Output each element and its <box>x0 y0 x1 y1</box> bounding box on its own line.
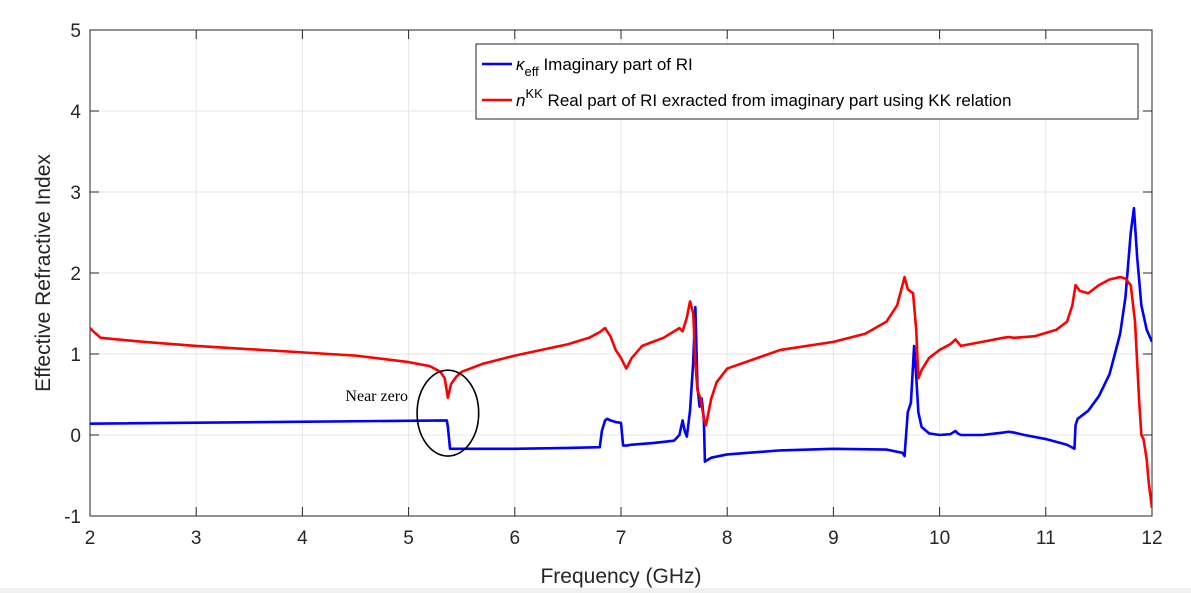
x-tick-label: 5 <box>403 528 414 549</box>
annotation-label: Near zero <box>345 388 408 405</box>
near-zero-ellipse <box>416 369 480 457</box>
x-tick-label: 11 <box>1036 528 1056 549</box>
x-tick-label: 10 <box>929 528 950 549</box>
x-tick-label: 7 <box>616 528 627 549</box>
x-tick-label: 2 <box>85 528 96 549</box>
legend-box <box>475 43 1139 120</box>
x-tick-label: 12 <box>1141 528 1162 549</box>
x-tick-label: 6 <box>510 528 521 549</box>
series-group <box>90 206 1152 509</box>
series-line-kappa <box>90 206 1152 464</box>
x-axis-label: Frequency (GHz) <box>540 565 701 588</box>
y-tick-label: 0 <box>70 426 81 447</box>
x-tick-label: 8 <box>722 528 733 549</box>
legend-label-nkk: nKK Real part of RI exracted from imagin… <box>516 86 1011 110</box>
y-tick-label: 2 <box>70 264 81 285</box>
x-tick-label: 4 <box>297 528 308 549</box>
y-tick-label: 1 <box>70 345 81 366</box>
y-tick-label: -1 <box>64 507 81 528</box>
y-tick-label: 5 <box>70 21 81 42</box>
bottom-strip <box>0 588 1191 593</box>
y-axis-label: Effective Refractive Index <box>32 154 55 392</box>
y-tick-label: 4 <box>70 102 81 123</box>
y-tick-label: 3 <box>70 183 81 204</box>
series-line-nkk <box>90 275 1152 509</box>
x-tick-label: 3 <box>191 528 202 549</box>
legend-label-kappa: κeff Imaginary part of RI <box>516 55 693 79</box>
annotation-group: Near zero <box>345 369 480 457</box>
legend: κeff Imaginary part of RI nKK Real part o… <box>475 43 1139 120</box>
x-tick-label: 9 <box>828 528 839 549</box>
